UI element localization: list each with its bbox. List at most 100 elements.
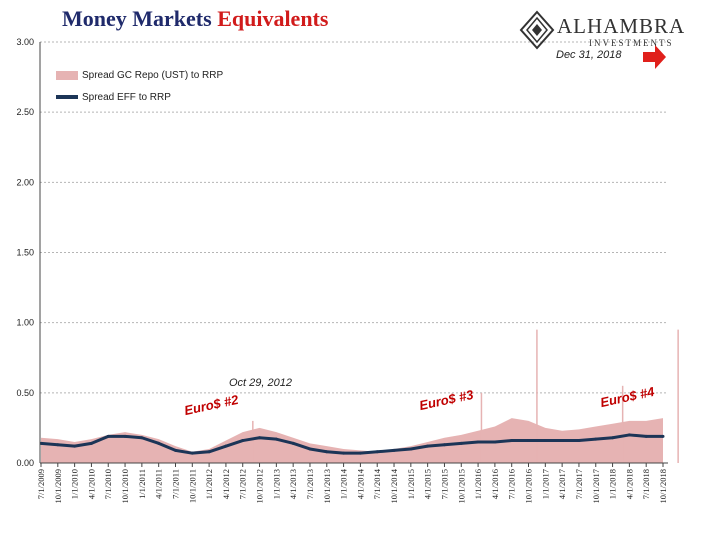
x-tick-label: 4/1/2011 (154, 469, 164, 499)
axes (39, 42, 668, 464)
eff-point (560, 439, 564, 443)
x-tick-label: 10/1/2010 (120, 469, 130, 503)
x-tick-label: 10/1/2018 (658, 469, 668, 503)
x-tick-label: 10/1/2013 (322, 469, 332, 503)
logo-subtitle: INVESTMENTS (589, 38, 674, 48)
legend-item-eff: Spread EFF to RRP (56, 86, 223, 108)
x-tick-label: 4/1/2014 (355, 468, 365, 499)
x-tick-label: 7/1/2014 (372, 468, 382, 499)
eff-point (157, 441, 161, 445)
eff-point (594, 437, 598, 441)
eff-point (123, 434, 127, 438)
eff-point (274, 437, 278, 441)
eff-point (207, 450, 211, 454)
y-tick-label: 3.00 (16, 37, 34, 47)
x-tick-label: 10/1/2016 (524, 469, 534, 503)
x-tick-label: 1/1/2015 (406, 469, 416, 499)
right-arrow-icon (643, 45, 666, 69)
eff-point (459, 441, 463, 445)
x-tick-label: 4/1/2018 (624, 469, 634, 499)
x-tick-label: 1/1/2012 (204, 469, 214, 499)
eff-point (627, 433, 631, 437)
x-tick-label: 7/1/2018 (641, 469, 651, 499)
chart-title: Money Markets Equivalents (62, 6, 328, 32)
x-tick-label: 10/1/2011 (187, 469, 197, 503)
x-tick-label: 10/1/2014 (389, 468, 399, 503)
eff-point (56, 443, 60, 447)
x-tick-label: 4/1/2012 (221, 469, 231, 499)
eff-point (426, 444, 430, 448)
eff-point (325, 450, 329, 454)
title-part2: Equivalents (217, 6, 329, 31)
x-tick-label: 10/1/2017 (591, 469, 601, 503)
eff-point (510, 439, 514, 443)
x-tick-label: 10/1/2009 (53, 469, 63, 503)
x-axis-ticks: 7/1/2009 10/1/2009 1/1/2010 4/1/2010 7/1/201… (36, 463, 668, 503)
eff-point (241, 439, 245, 443)
legend-label-gc-repo: Spread GC Repo (UST) to RRP (82, 69, 224, 81)
eff-point (611, 436, 615, 440)
x-tick-label: 4/1/2015 (423, 469, 433, 499)
x-tick-label: 1/1/2013 (271, 469, 281, 499)
eff-point (140, 436, 144, 440)
x-tick-label: 7/1/2017 (574, 469, 584, 499)
end-date-note: Dec 31, 2018 (556, 49, 622, 61)
eff-point (224, 444, 228, 448)
x-tick-label: 7/1/2010 (103, 469, 113, 499)
eff-point (644, 434, 648, 438)
series-area-group (41, 329, 679, 463)
logo-name: ALHAMBRA (557, 14, 686, 38)
x-tick-label: 1/1/2010 (70, 469, 80, 499)
x-tick-label: 1/1/2016 (473, 469, 483, 499)
oct-date-note: Oct 29, 2012 (229, 377, 292, 389)
eff-point (409, 447, 413, 451)
eff-point (661, 434, 665, 438)
eff-point (375, 450, 379, 454)
series-line-eff (40, 433, 663, 455)
alhambra-logo: ALHAMBRA INVESTMENTS (519, 10, 699, 54)
legend: Spread GC Repo (UST) to RRP Spread EFF t… (56, 64, 223, 108)
eff-point (577, 439, 581, 443)
y-tick-label: 2.50 (16, 107, 34, 117)
x-tick-label: 1/1/2011 (137, 469, 147, 499)
x-tick-label: 4/1/2013 (288, 469, 298, 499)
x-tick-label: 7/1/2011 (170, 469, 180, 499)
grid-lines (40, 41, 668, 394)
eff-point (342, 451, 346, 455)
x-tick-label: 10/1/2015 (456, 469, 466, 503)
eff-point (527, 439, 531, 443)
eff-point (442, 443, 446, 447)
eff-point (493, 440, 497, 444)
eff-point (476, 440, 480, 444)
eff-point (190, 451, 194, 455)
x-tick-label: 7/1/2015 (439, 469, 449, 499)
eff-point (106, 434, 110, 438)
y-tick-label: 1.50 (16, 248, 34, 258)
legend-swatch-area (56, 70, 78, 80)
eff-point (258, 436, 262, 440)
diamond-logo-icon (519, 10, 555, 50)
x-tick-label: 7/1/2012 (238, 469, 248, 499)
x-tick-label: 4/1/2017 (557, 469, 567, 499)
y-axis-ticks: 3.00 2.50 2.00 1.50 1.00 0.50 0.00 (16, 37, 34, 468)
x-tick-label: 1/1/2018 (608, 469, 618, 499)
title-part1: Money Markets (62, 6, 212, 31)
eff-point (173, 448, 177, 452)
eff-point (89, 441, 93, 445)
eff-point (392, 448, 396, 452)
x-tick-label: 1/1/2014 (339, 468, 349, 499)
y-tick-label: 0.00 (16, 458, 34, 468)
series-line-group (39, 433, 665, 455)
x-tick-label: 7/1/2013 (305, 469, 315, 499)
y-tick-label: 0.50 (16, 388, 34, 398)
eff-point (291, 441, 295, 445)
x-tick-label: 1/1/2017 (540, 469, 550, 499)
eff-point (543, 439, 547, 443)
eff-point (73, 444, 77, 448)
x-tick-label: 4/1/2016 (490, 469, 500, 499)
y-tick-label: 2.00 (16, 177, 34, 187)
x-tick-label: 10/1/2012 (255, 469, 265, 503)
x-tick-label: 7/1/2016 (507, 469, 517, 499)
x-tick-label: 7/1/2009 (36, 469, 46, 499)
